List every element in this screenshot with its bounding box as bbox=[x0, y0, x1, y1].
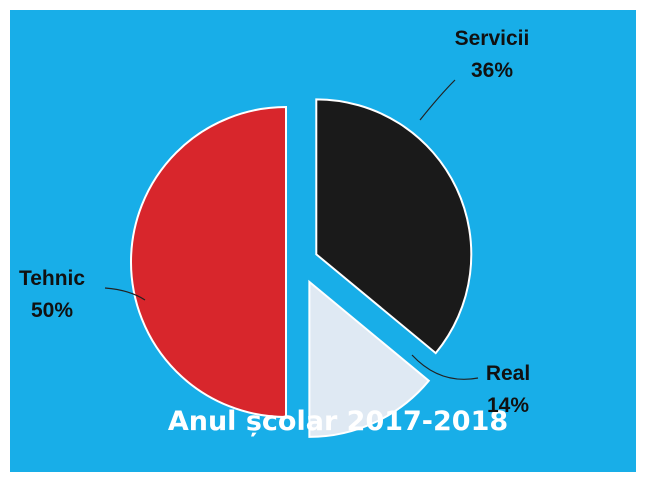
pie-slice bbox=[315, 98, 473, 355]
pie-slice bbox=[308, 279, 431, 438]
slice-label: Servicii bbox=[455, 27, 530, 50]
leader-line bbox=[411, 354, 479, 380]
slice-value-label: 50% bbox=[31, 299, 73, 322]
pie-slice bbox=[130, 105, 287, 419]
slice-value-label: 36% bbox=[471, 59, 513, 82]
slice-label: Real bbox=[486, 362, 530, 385]
chart-title: Anul școlar 2017-2018 bbox=[168, 406, 508, 437]
slice-value-label: 14% bbox=[487, 394, 529, 417]
leader-line bbox=[104, 287, 146, 301]
leader-line bbox=[419, 79, 456, 121]
slice-label: Tehnic bbox=[19, 267, 85, 290]
